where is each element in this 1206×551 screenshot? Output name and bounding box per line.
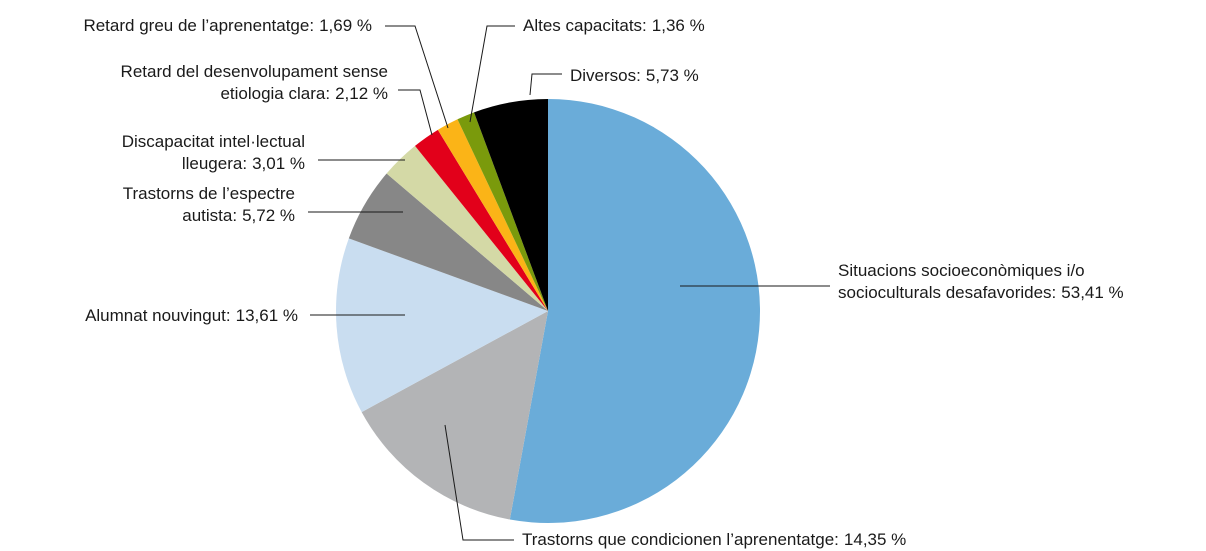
slice-label: etiologia clara: 2,12 %: [220, 84, 388, 103]
slice-label: Retard del desenvolupament sense: [121, 62, 388, 81]
leader-line: [385, 25, 449, 129]
label-text: Situacions socioeconòmiques i/o: [838, 261, 1085, 280]
value-label: 5,72 %: [242, 206, 295, 225]
slice-label: Discapacitat intel·lectual: [122, 132, 305, 151]
leader-line: [444, 424, 514, 541]
value-label: 13,61 %: [236, 306, 298, 325]
leader-line: [469, 25, 515, 123]
value-label: 1,36 %: [652, 16, 705, 35]
label-text: lleugera:: [182, 154, 247, 173]
value-label: 5,73 %: [646, 66, 699, 85]
pie-slice: [415, 129, 548, 311]
pie-slice: [457, 112, 548, 312]
slice-label: Altes capacitats: 1,36 %: [523, 16, 705, 35]
slice-label: Alumnat nouvingut: 13,61 %: [85, 306, 298, 325]
pie-slice: [335, 238, 548, 413]
slice-label: socioculturals desafavorides: 53,41 %: [838, 283, 1124, 302]
label-text: socioculturals desafavorides:: [838, 283, 1056, 302]
slice-label: Retard greu de l’aprenentatge: 1,69 %: [83, 16, 372, 35]
pie-slice: [509, 99, 760, 523]
value-label: 2,12 %: [335, 84, 388, 103]
slice-label: Diversos: 5,73 %: [570, 66, 699, 85]
value-label: 1,69 %: [319, 16, 372, 35]
leader-line: [529, 73, 562, 96]
pie-slice: [348, 173, 548, 311]
value-label: 53,41 %: [1061, 283, 1123, 302]
slice-label: autista: 5,72 %: [182, 206, 295, 225]
label-text: Altes capacitats:: [523, 16, 647, 35]
label-text: autista:: [182, 206, 237, 225]
label-text: Trastorns de l’espectre: [123, 184, 295, 203]
label-text: etiologia clara:: [220, 84, 330, 103]
label-text: Retard del desenvolupament sense: [121, 62, 388, 81]
value-label: 14,35 %: [844, 530, 906, 549]
slice-label: lleugera: 3,01 %: [182, 154, 305, 173]
slice-label: Trastorns de l’espectre: [123, 184, 295, 203]
pie-slice: [437, 119, 548, 311]
pie-slice: [386, 145, 548, 311]
label-text: Diversos:: [570, 66, 641, 85]
slice-label: Trastorns que condicionen l’aprenentatge…: [522, 530, 906, 549]
label-text: Discapacitat intel·lectual: [122, 132, 305, 151]
pie-slice: [361, 311, 548, 520]
leader-line: [398, 89, 433, 136]
label-text: Retard greu de l’aprenentatge:: [83, 16, 314, 35]
slice-label: Situacions socioeconòmiques i/o: [838, 261, 1085, 280]
label-text: Alumnat nouvingut:: [85, 306, 231, 325]
pie-slice: [474, 99, 548, 311]
label-text: Trastorns que condicionen l’aprenentatge…: [522, 530, 839, 549]
value-label: 3,01 %: [252, 154, 305, 173]
